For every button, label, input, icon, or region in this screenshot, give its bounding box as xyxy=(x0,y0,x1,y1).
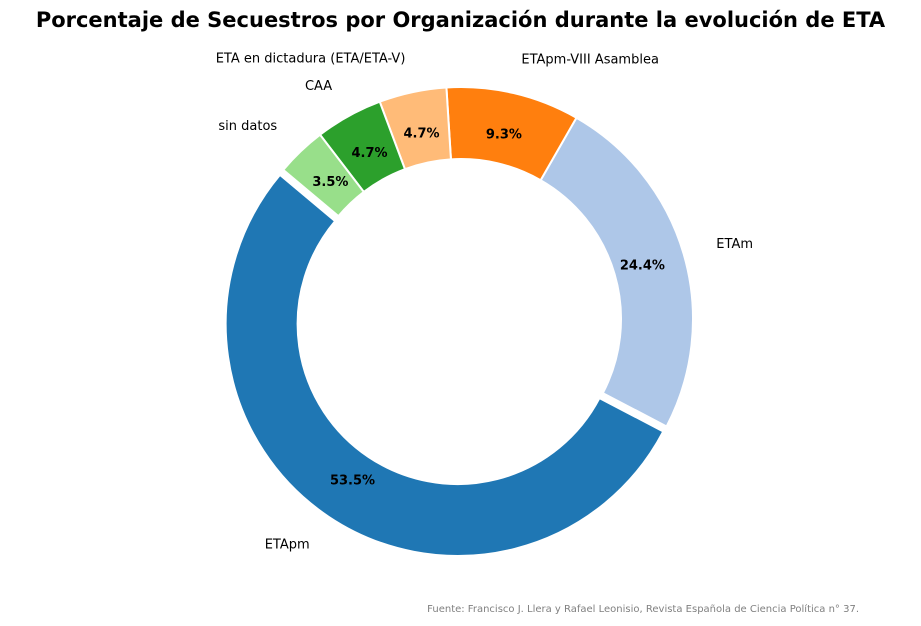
category-label-etam: ETAm xyxy=(716,237,753,252)
category-label-etapm: ETApm xyxy=(265,538,310,553)
pct-label-etapm: 53.5% xyxy=(330,474,375,489)
pct-label-sin-datos: 3.5% xyxy=(312,175,348,190)
pct-label-eta-en-dictadura-eta-eta-v: 4.7% xyxy=(403,127,439,142)
labels-layer: 53.5% ETApm 24.4% ETAm 9.3% ETApm-VIII Asambl… xyxy=(216,51,753,552)
slice-etam xyxy=(539,116,694,428)
slice-sin-datos xyxy=(281,133,366,218)
pct-label-caa: 4.7% xyxy=(351,146,387,161)
category-label-eta-en-dictadura-eta-eta-v: ETA en dictadura (ETA/ETA-V) xyxy=(216,51,406,66)
pct-label-etam: 24.4% xyxy=(620,259,665,274)
category-label-caa: CAA xyxy=(305,79,332,94)
chart-title: Porcentaje de Secuestros por Organizació… xyxy=(35,8,886,32)
slices-layer xyxy=(224,86,694,557)
category-label-etapm-viii-asamblea: ETApm-VIII Asamblea xyxy=(521,52,659,67)
slice-etapm xyxy=(224,173,665,557)
pct-label-etapm-viii-asamblea: 9.3% xyxy=(486,127,522,142)
source-note: Fuente: Francisco J. Llera y Rafael Leon… xyxy=(427,604,859,615)
category-label-sin-datos: sin datos xyxy=(218,119,277,134)
